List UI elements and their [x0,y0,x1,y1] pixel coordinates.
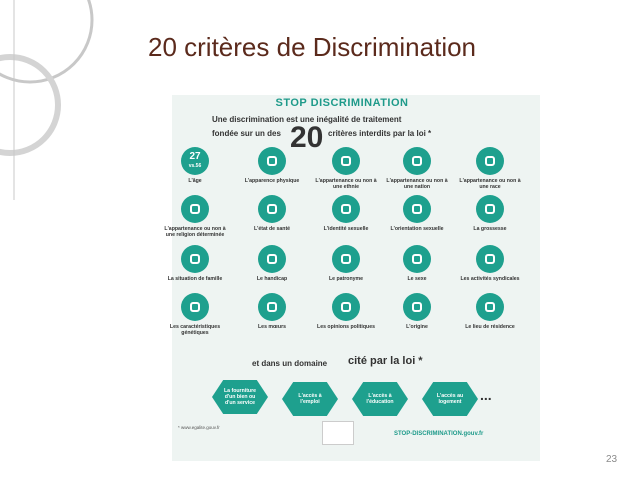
criterion-label: L'appartenance ou non à une religion dét… [164,226,226,238]
icon-glyph [267,254,277,264]
icon-text: 27 [189,151,201,162]
icon-glyph [485,156,495,166]
slide-title: 20 critères de Discrimination [148,32,477,62]
criterion-label: Le patronyme [328,276,363,282]
criterion-icon [403,147,431,175]
domain: La fourniture d'un bien ou d'un service [212,380,268,414]
icon-glyph [341,254,351,264]
criterion-icon [181,245,209,273]
icon-glyph [412,204,422,214]
criterion-icon [258,293,286,321]
domain: L'accès à l'emploi [282,382,338,416]
deco-circle [0,0,94,84]
criterion-label: L'appartenance ou non à une race [459,178,521,190]
criterion-icon [403,293,431,321]
criterion-label: Le sexe [407,276,427,282]
domain: L'accès au logement [422,382,478,416]
domain-intro: et dans un domaine [252,359,328,368]
criterion-icon [332,245,360,273]
criterion-label: Les opinions politiques [317,324,375,330]
criterion-icon [258,147,286,175]
criterion-icon [181,293,209,321]
criterion-label: L'orientation sexuelle [390,226,444,232]
decoration [0,0,94,200]
criterion-label: Le handicap [256,276,288,282]
criterion-label: L'appartenance ou non à une nation [386,178,448,190]
intro: fondée sur un des [212,129,281,138]
site: STOP-DISCRIMINATION.gouv.fr [394,431,484,437]
icon-glyph [267,302,277,312]
criterion-icon [332,147,360,175]
icon-glyph [190,204,200,214]
icon-text: vs.56 [188,163,202,169]
criterion-icon [332,293,360,321]
domains-more: ... [480,387,492,403]
footnote: * www.egalite.gouv.fr [178,425,220,430]
domain-intro: cité par la loi * [348,355,423,367]
deco-circle [0,54,61,156]
intro: critères interdits par la loi * [328,129,432,138]
intro-big: 20 [290,121,324,154]
criterion-icon [476,195,504,223]
icon-glyph [485,204,495,214]
icon-glyph [267,204,277,214]
criterion-label: Les caractéristiques génétiques [169,324,221,336]
icon-glyph [267,156,277,166]
criterion-icon: 27 vs.56 [181,147,209,175]
icon-glyph [485,254,495,264]
criterion-icon [258,195,286,223]
icon-glyph [190,254,200,264]
criterion-icon [476,245,504,273]
icon-glyph [341,302,351,312]
icon-glyph [485,302,495,312]
page-number: 23 [606,454,618,465]
criterion-label: L'âge [188,178,202,184]
criterion-icon [403,245,431,273]
criterion-label: La situation de famille [167,276,223,282]
criterion-icon [258,245,286,273]
criterion-icon [332,195,360,223]
domain: L'accès à l'éducation [352,382,408,416]
criterion-label: L'identité sexuelle [323,226,369,232]
infographic: STOP DISCRIMINATION Une discrimination e… [164,95,540,461]
criterion-label: Le lieu de résidence [465,324,515,330]
criterion-label: L'apparence physique [244,178,300,184]
criterion-label: L'état de santé [253,226,291,232]
criterion-icon [181,195,209,223]
logo [322,421,354,445]
criterion-label: L'appartenance ou non à une ethnie [315,178,377,190]
banner: STOP DISCRIMINATION [275,97,409,109]
criterion-icon [476,147,504,175]
criterion-label: Les activités syndicales [460,276,520,282]
icon-glyph [341,156,351,166]
criterion-icon [476,293,504,321]
icon-glyph [190,302,200,312]
criterion-icon [403,195,431,223]
icon-glyph [412,302,422,312]
criterion-label: Les mœurs [258,324,286,330]
intro: Une discrimination est une inégalité de … [212,115,402,124]
icon-glyph [341,204,351,214]
criterion-label: La grossesse [473,226,507,232]
icon-glyph [412,156,422,166]
icon-glyph [412,254,422,264]
criterion-label: L'origine [406,324,428,330]
